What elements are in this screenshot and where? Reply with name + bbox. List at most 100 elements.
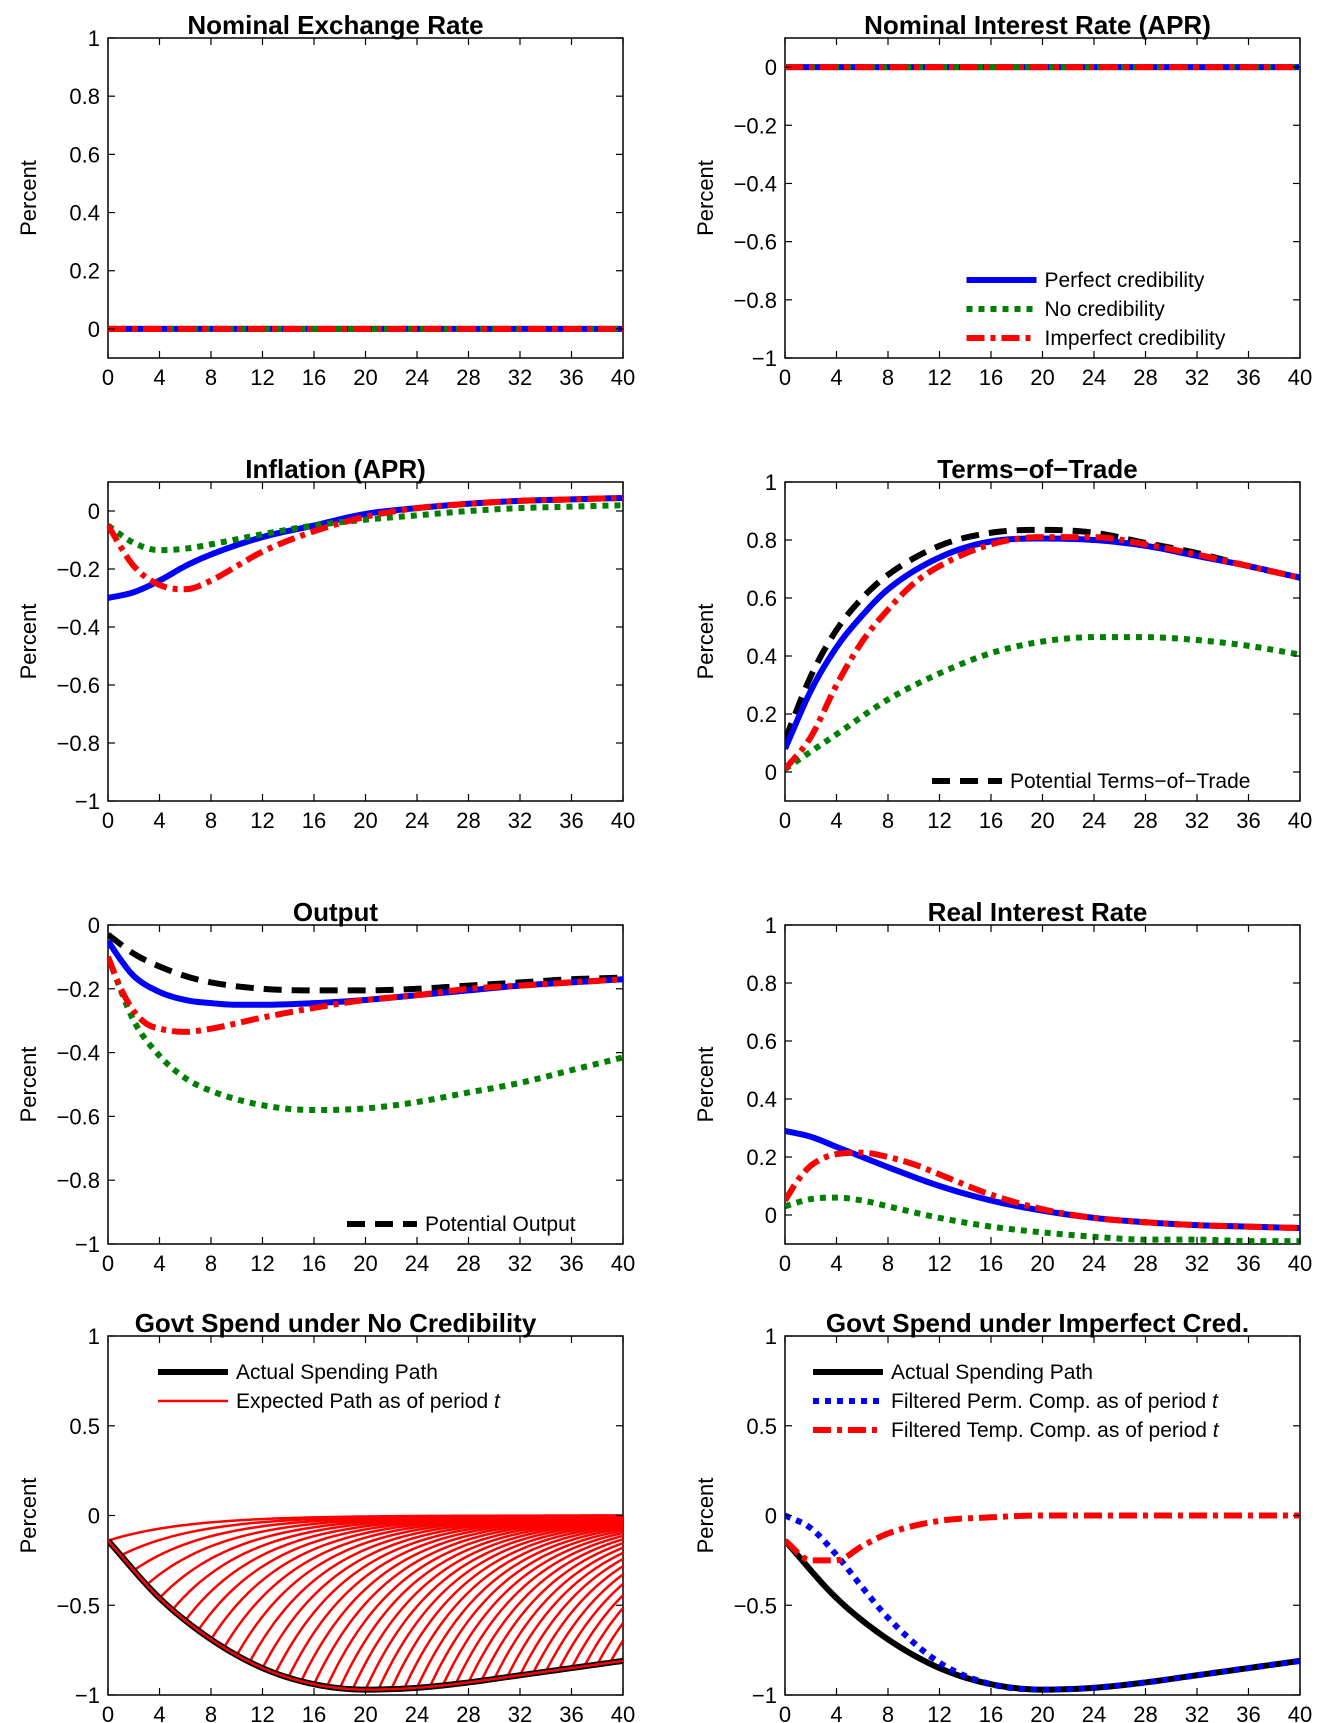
x-tick-label: 24 — [1082, 365, 1106, 390]
y-tick-label: −0.8 — [734, 288, 777, 313]
expected-path-39 — [609, 1639, 623, 1664]
x-tick-label: 4 — [153, 808, 165, 833]
legend-label-italic-1: t — [494, 1390, 501, 1413]
x-tick-label: 36 — [1236, 1702, 1260, 1723]
data-layer — [785, 526, 1300, 772]
x-tick-label: 24 — [405, 365, 429, 390]
x-tick-label: 20 — [353, 808, 377, 833]
y-tick-label: 0.2 — [69, 259, 100, 284]
y-tick-label: 0 — [88, 1504, 100, 1529]
y-axis-label: Percent — [693, 1478, 718, 1554]
series-line-0 — [108, 494, 623, 601]
x-tick-label: 8 — [882, 1251, 894, 1276]
chart-title: Output — [293, 897, 379, 927]
series-line-2 — [785, 634, 1300, 772]
x-tick-label: 28 — [1133, 1702, 1157, 1723]
x-tick-label: 32 — [508, 1702, 532, 1723]
plot-area — [107, 481, 624, 802]
x-tick-label: 28 — [456, 808, 480, 833]
x-tick-label: 0 — [102, 1702, 114, 1723]
x-tick-label: 0 — [779, 808, 791, 833]
x-tick-label: 0 — [779, 1702, 791, 1723]
legend-label-0: Actual Spending Path — [891, 1361, 1093, 1384]
legend-label-0: Actual Spending Path — [236, 1361, 438, 1384]
y-tick-label: −1 — [752, 1683, 777, 1708]
x-tick-label: 12 — [250, 1251, 274, 1276]
x-tick-label: 36 — [559, 365, 583, 390]
x-tick-label: 0 — [779, 1251, 791, 1276]
y-axis-label: Percent — [16, 160, 41, 236]
x-tick-label: 40 — [1288, 1251, 1312, 1276]
plot-area — [784, 37, 1301, 359]
chart-title: Nominal Interest Rate (APR) — [864, 10, 1211, 40]
x-tick-label: 20 — [1030, 1702, 1054, 1723]
y-axis-label: Percent — [16, 604, 41, 680]
x-tick-label: 28 — [456, 1702, 480, 1723]
legend-label-1: Expected Path as of period t — [236, 1390, 501, 1413]
x-tick-label: 4 — [830, 365, 842, 390]
x-tick-label: 8 — [882, 1702, 894, 1723]
y-tick-label: 0 — [765, 1203, 777, 1228]
series-line-2 — [108, 955, 623, 1114]
y-tick-label: −0.6 — [57, 673, 100, 698]
y-tick-label: 0.8 — [746, 971, 777, 996]
x-tick-label: 28 — [1133, 1251, 1157, 1276]
y-tick-label: 0.4 — [69, 201, 100, 226]
y-tick-label: 0 — [765, 55, 777, 80]
panel-p5: 0 4 8 12 16 20 24 28 32 36 40 0 −0.2 −0.4 −0.6 −0.8 −1 Pe… — [16, 897, 635, 1276]
x-tick-label: 24 — [405, 808, 429, 833]
y-tick-label: 0.6 — [69, 142, 100, 167]
x-tick-label: 0 — [102, 1251, 114, 1276]
y-axis-label: Percent — [693, 160, 718, 236]
plot-area — [784, 924, 1301, 1245]
y-tick-label: 0.2 — [746, 702, 777, 727]
y-tick-label: 0.5 — [746, 1414, 777, 1439]
data-layer — [108, 494, 623, 601]
series-line-3 — [785, 534, 1300, 772]
y-tick-label: −1 — [75, 1232, 100, 1257]
x-tick-label: 24 — [1082, 1702, 1106, 1723]
x-tick-label: 20 — [1030, 808, 1054, 833]
series-line-2 — [108, 494, 623, 593]
x-tick-label: 16 — [302, 1251, 326, 1276]
x-tick-label: 32 — [508, 365, 532, 390]
y-tick-label: 0 — [88, 913, 100, 938]
x-tick-label: 20 — [353, 1702, 377, 1723]
chart-title: Real Interest Rate — [928, 897, 1148, 927]
y-tick-label: 0 — [88, 317, 100, 342]
x-tick-label: 24 — [405, 1702, 429, 1723]
x-tick-label: 12 — [250, 365, 274, 390]
chart-title: Govt Spend under Imperfect Cred. — [826, 1308, 1249, 1338]
x-tick-label: 20 — [1030, 365, 1054, 390]
series-line-0 — [108, 932, 623, 994]
x-tick-label: 40 — [611, 1251, 635, 1276]
series-line-1 — [108, 939, 623, 1008]
x-tick-label: 8 — [205, 1251, 217, 1276]
y-tick-label: −0.5 — [734, 1593, 777, 1618]
expected-path-37 — [583, 1607, 623, 1667]
x-tick-label: 28 — [1133, 808, 1157, 833]
y-axis-label: Percent — [693, 604, 718, 680]
y-axis-label: Percent — [16, 1047, 41, 1123]
series-line-2 — [785, 1149, 1300, 1232]
series-line-2 — [785, 1512, 1300, 1564]
y-tick-label: 0.4 — [746, 1087, 777, 1112]
x-tick-label: 20 — [353, 1251, 377, 1276]
x-tick-label: 36 — [559, 808, 583, 833]
y-tick-label: −0.2 — [57, 557, 100, 582]
panel-p8: 0 4 8 12 16 20 24 28 32 36 40 1 0.5 0 −0.5 −1 Percent Gov… — [693, 1308, 1312, 1723]
panel-p7: 0 4 8 12 16 20 24 28 32 36 40 1 0.5 0 −0.5 −1 Percent Gov… — [16, 1308, 635, 1723]
x-tick-label: 32 — [1185, 808, 1209, 833]
x-tick-label: 32 — [1185, 1251, 1209, 1276]
expected-path-33 — [531, 1565, 623, 1675]
chart-title: Govt Spend under No Credibility — [135, 1308, 537, 1338]
x-tick-label: 40 — [1288, 365, 1312, 390]
expected-path-21 — [377, 1522, 623, 1691]
x-tick-label: 8 — [205, 808, 217, 833]
expected-path-22 — [390, 1523, 623, 1690]
y-tick-label: 1 — [765, 1324, 777, 1349]
data-layer — [108, 932, 623, 1114]
x-tick-label: 16 — [979, 365, 1003, 390]
x-tick-label: 36 — [1236, 365, 1260, 390]
